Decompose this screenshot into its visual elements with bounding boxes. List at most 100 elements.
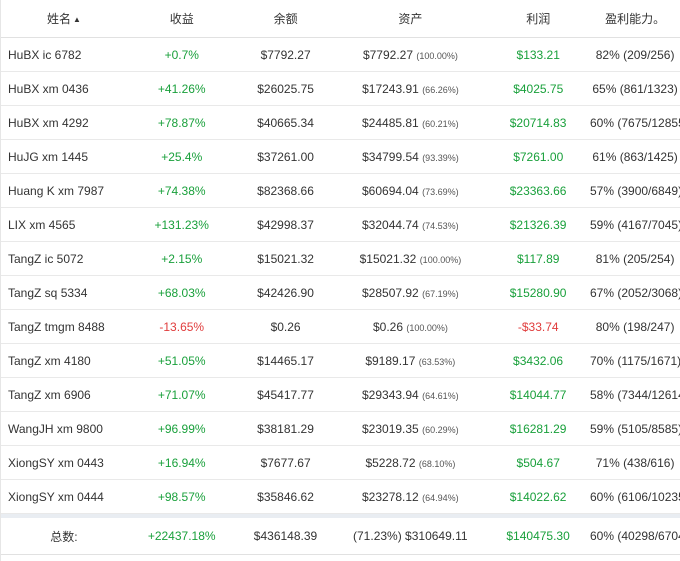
- account-assets: $0.26 (100.00%): [335, 320, 487, 334]
- account-assets-value: $15021.32: [359, 251, 417, 266]
- column-header-name[interactable]: 姓名 ▲: [1, 10, 127, 27]
- account-profit: $7261.00: [513, 149, 564, 164]
- column-header-profit[interactable]: 利润: [526, 12, 551, 26]
- account-profit: $3432.06: [513, 353, 564, 368]
- table-row[interactable]: Huang K xm 7987 +74.38% $82368.66 $60694.04…: [1, 174, 680, 208]
- table-row[interactable]: TangZ xm 4180 +51.05% $14465.17 $9189.17 (6…: [1, 344, 680, 378]
- account-win-rate: 80% (198/247): [595, 319, 675, 334]
- account-profit: $15280.90: [509, 285, 567, 300]
- account-profit: -$33.74: [517, 319, 559, 334]
- account-name: XiongSY xm 0443: [8, 455, 104, 470]
- account-name: HuJG xm 1445: [8, 149, 89, 164]
- account-assets-percent: (67.19%): [422, 288, 459, 299]
- account-balance: $82368.66: [257, 183, 314, 198]
- account-assets-value: $7792.27: [362, 47, 414, 62]
- account-assets-value: $60694.04: [362, 183, 419, 198]
- account-win-rate: 61% (863/1425): [592, 149, 678, 164]
- account-name: WangJH xm 9800: [8, 421, 103, 436]
- account-return: +0.7%: [164, 47, 199, 62]
- account-assets: $15021.32 (100.00%): [335, 252, 487, 266]
- column-header-win-rate[interactable]: 盈利能力。: [605, 12, 666, 26]
- account-assets-value: $9189.17: [365, 353, 416, 368]
- account-balance: $15021.32: [257, 251, 314, 266]
- column-header-return[interactable]: 收益: [169, 12, 194, 26]
- total-assets: (71.23%) $310649.11: [353, 529, 468, 543]
- account-assets-percent: (66.26%): [422, 84, 459, 95]
- account-win-rate: 59% (4167/7045): [590, 217, 680, 232]
- account-name: HuBX ic 6782: [8, 47, 82, 62]
- account-profit: $14044.77: [509, 387, 567, 402]
- table-row[interactable]: WangJH xm 9800 +96.99% $38181.29 $23019.35 …: [1, 412, 680, 446]
- table-row[interactable]: HuBX ic 6782 +0.7% $7792.27 $7792.27 (100.0…: [1, 38, 680, 72]
- table-row[interactable]: TangZ xm 6906 +71.07% $45417.77 $29343.94 (…: [1, 378, 680, 412]
- table-row[interactable]: HuBX xm 4292 +78.87% $40665.34 $24485.81 (6…: [1, 106, 680, 140]
- account-name: Huang K xm 7987: [8, 183, 105, 198]
- account-assets-percent: (60.29%): [422, 424, 459, 435]
- account-assets-value: $5228.72: [365, 455, 416, 470]
- account-assets: $7792.27 (100.00%): [335, 48, 487, 62]
- column-header-assets[interactable]: 资产: [398, 12, 423, 26]
- account-assets-percent: (100.00%): [419, 254, 462, 265]
- account-win-rate: 60% (6106/10235): [590, 489, 680, 504]
- account-assets-value: $17243.91: [362, 81, 419, 96]
- account-assets: $23019.35 (60.29%): [334, 422, 486, 436]
- account-assets: $29343.94 (64.61%): [334, 388, 486, 402]
- account-return: +74.38%: [157, 183, 206, 198]
- account-assets-percent: (74.53%): [422, 220, 459, 231]
- account-assets-value: $23019.35: [362, 421, 419, 436]
- account-name: LIX xm 4565: [8, 217, 76, 232]
- account-return: +96.99%: [157, 421, 206, 436]
- account-profit: $16281.29: [509, 421, 567, 436]
- table-row[interactable]: XiongSY xm 0444 +98.57% $35846.62 $23278.12…: [1, 480, 680, 514]
- account-name: HuBX xm 4292: [8, 115, 89, 130]
- account-assets-percent: (64.61%): [422, 390, 459, 401]
- account-return: +51.05%: [157, 353, 206, 368]
- account-win-rate: 70% (1175/1671): [590, 353, 680, 368]
- account-balance: $7677.67: [260, 455, 311, 470]
- total-label: 总数:: [50, 529, 78, 544]
- table-row[interactable]: LIX xm 4565 +131.23% $42998.37 $32044.74 (7…: [1, 208, 680, 242]
- account-name: TangZ xm 6906: [8, 387, 91, 402]
- account-assets: $28507.92 (67.19%): [334, 286, 486, 300]
- account-name: HuBX xm 0436: [8, 81, 89, 96]
- table-row[interactable]: TangZ tmgm 8488 -13.65% $0.26 $0.26 (100.00…: [1, 310, 680, 344]
- account-profit: $133.21: [516, 47, 560, 62]
- column-header-balance[interactable]: 余额: [273, 12, 298, 26]
- account-assets-value: $34799.54: [362, 149, 419, 164]
- account-assets-value: $24485.81: [362, 115, 419, 130]
- table-row[interactable]: HuBX xm 0436 +41.26% $26025.75 $17243.91 (6…: [1, 72, 680, 106]
- account-profit: $4025.75: [513, 81, 564, 96]
- table-row[interactable]: HuJG xm 1445 +25.4% $37261.00 $34799.54 (93…: [1, 140, 680, 174]
- account-assets: $9189.17 (63.53%): [334, 354, 486, 368]
- account-name: TangZ tmgm 8488: [8, 319, 105, 334]
- account-return: +25.4%: [161, 149, 203, 164]
- account-balance: $35846.62: [257, 489, 314, 504]
- account-return: +131.23%: [154, 217, 209, 232]
- account-balance: $37261.00: [257, 149, 314, 164]
- account-return: +71.07%: [157, 387, 206, 402]
- account-return: -13.65%: [159, 319, 205, 334]
- account-balance: $0.26: [270, 319, 301, 334]
- table-row[interactable]: TangZ ic 5072 +2.15% $15021.32 $15021.32 (1…: [1, 242, 680, 276]
- account-assets-percent: (60.21%): [422, 118, 459, 129]
- account-assets-percent: (73.69%): [422, 186, 459, 197]
- account-assets: $23278.12 (64.94%): [334, 490, 486, 504]
- account-profit: $504.67: [516, 455, 560, 470]
- account-name: TangZ ic 5072: [8, 251, 84, 266]
- sort-ascending-icon[interactable]: ▲: [72, 15, 81, 24]
- table-row[interactable]: XiongSY xm 0443 +16.94% $7677.67 $5228.72 (…: [1, 446, 680, 480]
- total-win-rate: 60% (40298/67043): [590, 529, 680, 543]
- account-profit: $23363.66: [509, 183, 567, 198]
- account-win-rate: 58% (7344/12614): [590, 387, 680, 402]
- account-assets: $17243.91 (66.26%): [335, 82, 487, 96]
- account-assets-percent: (68.10%): [418, 458, 456, 469]
- account-profit: $20714.83: [509, 115, 567, 130]
- account-assets-percent: (63.53%): [418, 356, 456, 367]
- account-assets-value: $23278.12: [362, 489, 419, 504]
- table-header: 姓名 ▲ 收益 余额 资产 利润 盈利能力。: [1, 0, 680, 38]
- account-return: +98.57%: [157, 489, 206, 504]
- account-assets-value: $32044.74: [362, 217, 419, 232]
- table-row[interactable]: TangZ sq 5334 +68.03% $42426.90 $28507.92 (…: [1, 276, 680, 310]
- account-win-rate: 71% (438/616): [595, 455, 675, 470]
